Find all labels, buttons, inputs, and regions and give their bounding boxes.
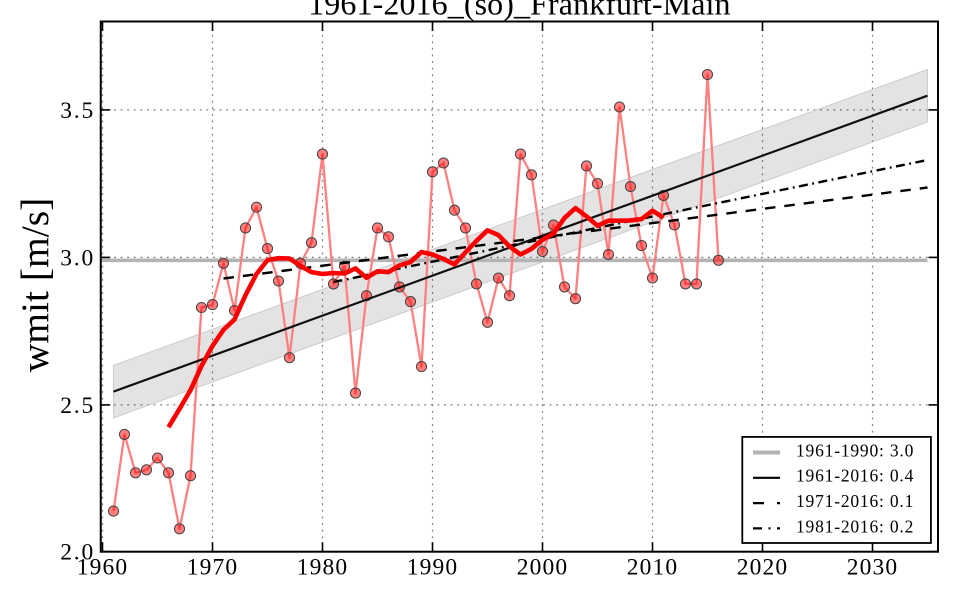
svg-text:1961-1990: 3.0: 1961-1990: 3.0 <box>796 440 914 460</box>
svg-text:2.5: 2.5 <box>60 393 95 419</box>
svg-text:1961-2016: 0.4: 1961-2016: 0.4 <box>796 466 914 486</box>
svg-text:1970: 1970 <box>187 555 238 581</box>
svg-text:1981-2016: 0.2: 1981-2016: 0.2 <box>796 516 914 536</box>
svg-text:1960: 1960 <box>77 555 128 581</box>
svg-text:wmit [m/s]: wmit [m/s] <box>13 198 57 372</box>
svg-text:1971-2016: 0.1: 1971-2016: 0.1 <box>796 491 914 511</box>
svg-text:3.5: 3.5 <box>60 98 95 124</box>
svg-text:2030: 2030 <box>847 555 898 581</box>
svg-text:3.0: 3.0 <box>60 245 95 271</box>
svg-text:1990: 1990 <box>407 555 458 581</box>
svg-text:2000: 2000 <box>517 555 568 581</box>
svg-text:1980: 1980 <box>297 555 348 581</box>
svg-text:2.0: 2.0 <box>60 540 95 566</box>
svg-text:2010: 2010 <box>627 555 678 581</box>
svg-text:1961-2016_(so)_Frankfurt-Main: 1961-2016_(so)_Frankfurt-Main <box>308 0 730 22</box>
svg-text:2020: 2020 <box>737 555 788 581</box>
